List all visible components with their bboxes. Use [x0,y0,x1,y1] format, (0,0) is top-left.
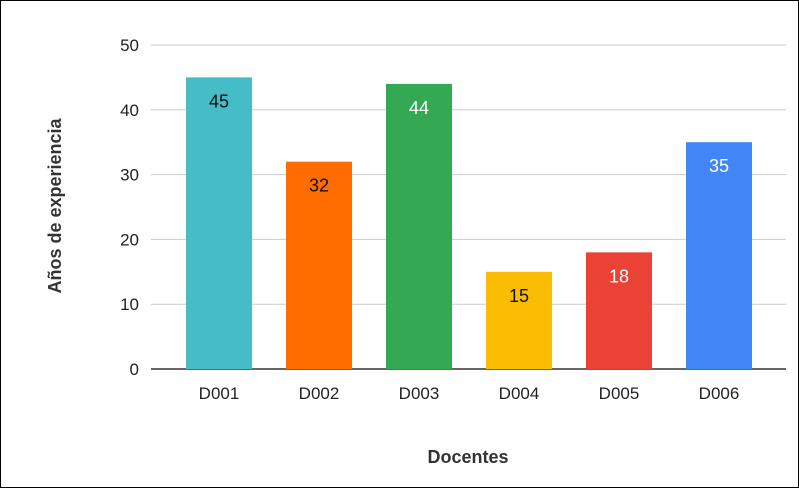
x-tick-label: D002 [299,384,340,403]
data-label: 35 [709,156,729,176]
x-axis-ticks: D001 D002 D003 D004 D005 D006 [199,384,740,403]
data-label: 44 [409,98,429,118]
bar-d006 [686,142,752,369]
data-label: 45 [209,91,229,111]
gridlines [151,44,786,370]
y-tick-label: 10 [120,295,139,314]
y-tick-label: 30 [120,166,139,185]
x-tick-label: D001 [199,384,240,403]
x-tick-label: D005 [599,384,640,403]
y-axis-ticks: 0 10 20 30 40 50 [120,36,139,379]
x-tick-label: D004 [499,384,540,403]
x-tick-label: D006 [699,384,740,403]
data-label: 32 [309,176,329,196]
y-tick-label: 20 [120,230,139,249]
bar-d002 [286,161,352,369]
y-tick-label: 40 [120,101,139,120]
bars: 45 32 44 15 18 35 [186,77,752,370]
x-tick-label: D003 [399,384,440,403]
bar-d005 [586,252,652,369]
y-tick-label: 50 [120,36,139,55]
data-label: 15 [509,286,529,306]
bar-d003 [386,83,452,369]
bar-d001 [186,77,252,370]
y-tick-label: 0 [130,360,139,379]
x-axis-title: Docentes [427,447,508,467]
data-label: 18 [609,266,629,286]
y-axis-title: Años de experiencia [45,117,65,293]
bar-d004 [486,271,552,369]
